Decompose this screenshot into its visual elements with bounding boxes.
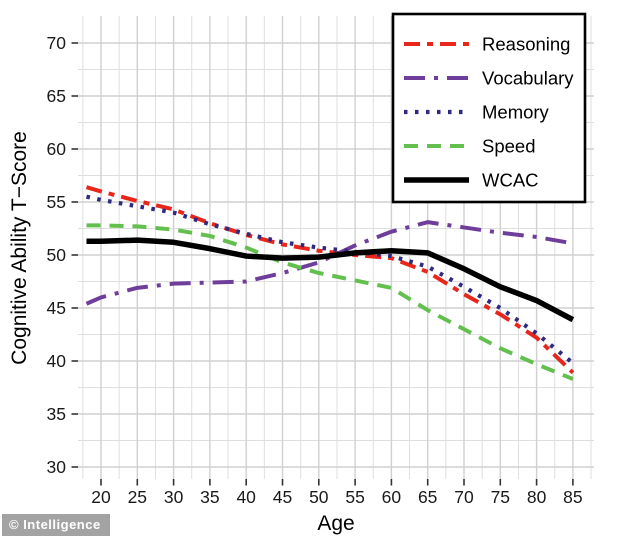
legend-label: Reasoning [482, 34, 570, 55]
legend-box [391, 12, 587, 204]
y-tick-label: 70 [47, 33, 67, 53]
x-tick-label: 80 [527, 487, 547, 507]
x-tick-label: 25 [128, 487, 147, 507]
x-tick-label: 85 [563, 487, 582, 507]
x-tick-label: 40 [236, 487, 256, 507]
y-tick-label: 30 [47, 457, 67, 477]
y-tick-label: 60 [47, 139, 67, 159]
axis-tick-labels: 20 25 30 35 40 45 50 55 60 65 70 75 80 85 30 35 40 45 50 55… [47, 33, 583, 507]
x-tick-label: 60 [382, 487, 402, 507]
legend-item-memory: Memory [404, 102, 550, 123]
x-tick-label: 20 [91, 487, 111, 507]
legend-label: Vocabulary [482, 68, 574, 89]
y-tick-label: 35 [47, 404, 66, 424]
legend-item-wcac: WCAC [404, 170, 539, 191]
x-tick-label: 70 [454, 487, 474, 507]
y-tick-label: 40 [47, 351, 67, 371]
series-reasoning-line [85, 185, 575, 375]
legend-item-speed: Speed [404, 136, 536, 157]
y-tick-label: 55 [47, 192, 66, 212]
x-axis-title: Age [317, 512, 355, 535]
legend-label: Speed [482, 136, 536, 157]
x-tick-label: 45 [273, 487, 292, 507]
axis-ticks [71, 42, 574, 486]
x-tick-label: 55 [345, 487, 364, 507]
x-tick-label: 50 [309, 487, 329, 507]
series-speed-line [86, 223, 574, 381]
x-tick-label: 75 [491, 487, 510, 507]
y-tick-label: 45 [47, 298, 66, 318]
legend-item-vocabulary: Vocabulary [404, 68, 574, 89]
legend-item-reasoning: Reasoning [404, 34, 570, 55]
series-wcac-line [86, 237, 575, 323]
x-tick-label: 65 [418, 487, 437, 507]
series-lines [85, 185, 575, 381]
x-tick-label: 30 [164, 487, 184, 507]
y-tick-label: 65 [47, 86, 66, 106]
legend-label: WCAC [482, 170, 539, 191]
series-memory-line [86, 194, 575, 365]
x-tick-label: 35 [200, 487, 219, 507]
y-tick-label: 50 [47, 245, 67, 265]
watermark: © Intelligence [2, 514, 110, 536]
legend-label: Memory [482, 102, 550, 123]
legend: Reasoning Vocabulary Memory Speed WCAC [391, 12, 587, 204]
